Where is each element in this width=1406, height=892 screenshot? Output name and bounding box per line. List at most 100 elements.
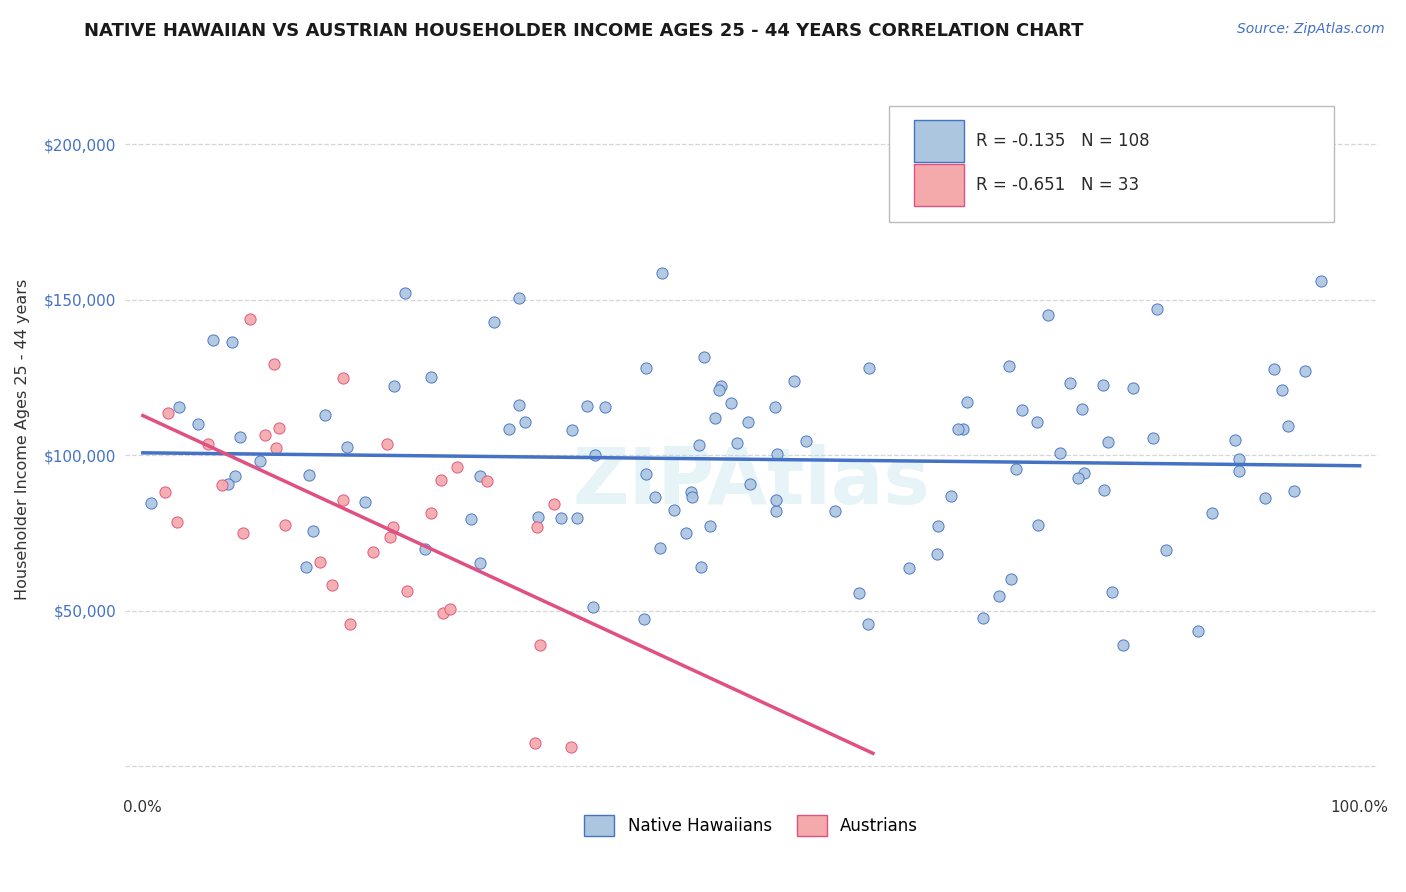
Point bbox=[1227, 452, 1250, 467]
Point bbox=[460, 512, 482, 526]
Point bbox=[699, 519, 721, 533]
Point bbox=[221, 334, 243, 349]
Point bbox=[224, 469, 246, 483]
Point bbox=[1282, 484, 1305, 499]
Point bbox=[1263, 361, 1285, 376]
Point bbox=[1201, 506, 1223, 520]
Point bbox=[1049, 446, 1071, 460]
Point bbox=[309, 555, 332, 569]
Point bbox=[972, 611, 994, 625]
Point bbox=[378, 530, 401, 544]
Point bbox=[1059, 376, 1081, 390]
Point bbox=[1294, 364, 1316, 378]
Point bbox=[295, 560, 318, 574]
Point bbox=[361, 545, 384, 559]
Point bbox=[946, 422, 969, 436]
Point bbox=[644, 490, 666, 504]
Point bbox=[576, 399, 599, 413]
Point bbox=[1005, 462, 1028, 476]
Point bbox=[763, 400, 786, 414]
Point bbox=[297, 468, 319, 483]
Point bbox=[249, 453, 271, 467]
Point bbox=[529, 638, 551, 652]
Point bbox=[1271, 383, 1294, 397]
Point bbox=[394, 286, 416, 301]
Point bbox=[229, 429, 252, 443]
Point bbox=[232, 525, 254, 540]
Point bbox=[550, 510, 572, 524]
Point bbox=[1112, 639, 1135, 653]
Point bbox=[704, 410, 727, 425]
Point bbox=[420, 506, 443, 520]
Point bbox=[636, 361, 658, 376]
Point bbox=[738, 477, 761, 491]
Point bbox=[956, 395, 979, 409]
Point bbox=[856, 616, 879, 631]
Point bbox=[783, 374, 806, 388]
Point bbox=[419, 370, 441, 384]
Point bbox=[254, 427, 277, 442]
Point bbox=[156, 406, 179, 420]
Point bbox=[679, 484, 702, 499]
Point bbox=[824, 504, 846, 518]
Point bbox=[468, 468, 491, 483]
Point bbox=[688, 438, 710, 452]
Point bbox=[508, 291, 530, 305]
Point bbox=[583, 448, 606, 462]
Point bbox=[484, 315, 506, 329]
Point bbox=[432, 607, 454, 621]
Point bbox=[321, 578, 343, 592]
Point bbox=[201, 333, 224, 347]
Point bbox=[498, 422, 520, 436]
Point bbox=[515, 415, 537, 429]
Point bbox=[314, 408, 336, 422]
Point bbox=[526, 519, 548, 533]
Point bbox=[565, 510, 588, 524]
Point bbox=[375, 437, 398, 451]
Point bbox=[267, 420, 290, 434]
Text: R = -0.651   N = 33: R = -0.651 N = 33 bbox=[976, 177, 1139, 194]
Point bbox=[1154, 543, 1177, 558]
Point bbox=[1070, 402, 1092, 417]
Point bbox=[1187, 624, 1209, 638]
Point bbox=[470, 556, 492, 570]
Point bbox=[332, 370, 354, 384]
Point bbox=[1142, 431, 1164, 445]
Point bbox=[898, 560, 921, 574]
Point bbox=[430, 473, 453, 487]
Point bbox=[1000, 573, 1022, 587]
Point bbox=[238, 312, 260, 326]
Point bbox=[274, 518, 297, 533]
Point bbox=[927, 519, 949, 533]
Point bbox=[710, 379, 733, 393]
Point bbox=[925, 548, 948, 562]
Point bbox=[988, 589, 1011, 603]
Text: ZIPAtlas: ZIPAtlas bbox=[572, 444, 929, 520]
Point bbox=[197, 437, 219, 451]
Point bbox=[263, 357, 285, 371]
Point bbox=[217, 477, 239, 491]
Point bbox=[766, 447, 789, 461]
Text: Source: ZipAtlas.com: Source: ZipAtlas.com bbox=[1237, 22, 1385, 37]
Point bbox=[707, 383, 730, 397]
Point bbox=[413, 541, 436, 556]
Point bbox=[561, 423, 583, 437]
Point bbox=[765, 492, 787, 507]
Point bbox=[526, 510, 548, 524]
Point bbox=[1073, 467, 1095, 481]
Point bbox=[725, 435, 748, 450]
Point bbox=[477, 474, 499, 488]
Point bbox=[765, 504, 787, 518]
Point bbox=[336, 441, 359, 455]
Point bbox=[354, 494, 377, 508]
Point bbox=[1225, 434, 1247, 448]
Point bbox=[1277, 418, 1299, 433]
Point bbox=[633, 612, 655, 626]
Point bbox=[1101, 585, 1123, 599]
Point bbox=[439, 601, 461, 615]
Point bbox=[1310, 274, 1333, 288]
Point bbox=[952, 421, 974, 435]
Point bbox=[1254, 491, 1277, 506]
Point bbox=[302, 524, 325, 538]
FancyBboxPatch shape bbox=[914, 120, 965, 162]
